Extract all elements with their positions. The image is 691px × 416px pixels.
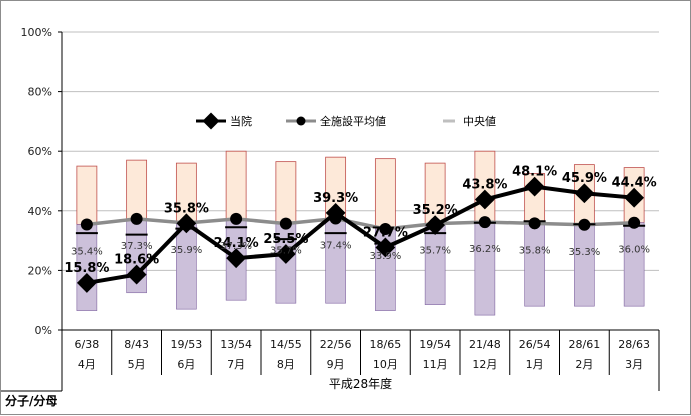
average-data-label: 35.7% (270, 246, 302, 257)
month-label: 4月 (78, 358, 96, 371)
month-label: 2月 (575, 358, 593, 371)
range-bar-lower (623, 222, 645, 307)
fraction-label: 6/38 (75, 338, 100, 351)
hospital-data-label: 44.4% (612, 176, 657, 191)
y-tick-label: 40% (28, 205, 52, 218)
average-point (528, 217, 541, 230)
hospital-data-label: 15.8% (64, 261, 109, 276)
range-bar-lower (325, 218, 346, 304)
month-label: 10月 (373, 358, 398, 371)
range-bar-lower (574, 224, 595, 307)
range-bar-upper (76, 165, 98, 225)
hospital-point (425, 215, 446, 236)
legend-average-label: 全施設平均値 (320, 114, 386, 128)
average-point (230, 212, 243, 225)
average-data-label: 35.7% (419, 246, 451, 257)
hospital-data-label: 45.9% (562, 171, 607, 186)
range-bar-upper (275, 161, 297, 225)
range-bar-lower (424, 223, 446, 305)
hospital-data-label: 35.8% (164, 201, 209, 216)
month-label: 8月 (277, 358, 295, 371)
average-data-label: 35.9% (170, 245, 202, 256)
hospital-data-label: 35.2% (413, 203, 458, 218)
fraction-label: 19/53 (171, 338, 203, 351)
hospital-point (226, 248, 247, 269)
month-label: 1月 (526, 358, 544, 371)
average-data-label: 33.9% (369, 251, 401, 262)
hospital-data-label: 39.3% (313, 191, 358, 206)
fraction-label: 14/55 (270, 338, 302, 351)
y-tick-label: 80% (28, 86, 52, 99)
hospital-data-label: 27.7% (363, 225, 408, 240)
month-label: 3月 (625, 358, 643, 371)
fraction-label: 13/54 (220, 338, 252, 351)
legend-hospital-marker (202, 112, 220, 130)
hospital-data-label: 43.8% (462, 177, 507, 192)
y-tick-label: 20% (28, 264, 52, 277)
month-label: 11月 (423, 358, 448, 371)
fraction-label: 19/54 (419, 338, 451, 351)
average-point (628, 216, 641, 229)
hospital-data-label: 25.5% (263, 232, 308, 247)
fraction-label: 26/54 (519, 338, 551, 351)
legend-median-label: 中央値 (463, 115, 496, 128)
hospital-point (325, 202, 346, 223)
hospital-data-label: 24.1% (214, 236, 259, 251)
legend: 当院 全施設平均値 中央値 (196, 112, 496, 130)
month-label: 12月 (472, 358, 497, 371)
median-markers (75, 220, 646, 245)
y-tick-label: 100% (21, 26, 52, 39)
hospital-point (76, 273, 97, 293)
range-bar-upper (126, 159, 148, 220)
average-data-label: 37.3% (220, 241, 252, 252)
month-label: 9月 (327, 358, 345, 371)
hospital-point (474, 189, 495, 210)
fraction-label: 21/48 (469, 338, 501, 351)
month-label: 7月 (227, 358, 245, 371)
range-bar-lower (176, 222, 197, 310)
data-labels: 15.8% 18.6% 35.8% 24.1% 25.5% 39.3% 27.7% 35.2%… (64, 165, 656, 276)
average-data-label: 35.8% (519, 245, 551, 256)
average-data-label: 36.0% (618, 245, 650, 256)
fraction-label: 8/43 (124, 338, 149, 351)
average-data-label: 35.4% (71, 247, 103, 258)
average-point (279, 217, 292, 230)
fiscal-year-label: 平成28年度 (329, 376, 392, 391)
range-bar-upper (225, 150, 247, 220)
hospital-point (126, 264, 147, 285)
average-data-label: 36.2% (469, 244, 501, 255)
range-bar-lower (474, 221, 496, 316)
hospital-point (275, 244, 296, 264)
hospital-data-label: 48.1% (512, 165, 557, 180)
y-tick-label: 0% (35, 324, 52, 337)
y-tick-label: 60% (28, 145, 52, 158)
fraction-label: 28/63 (618, 338, 650, 351)
average-data-label: 35.3% (568, 247, 600, 258)
gridlines: 0% 20% 40% 60% 80% 100% (21, 26, 659, 337)
average-point (379, 222, 392, 235)
range-bar-upper (374, 158, 396, 230)
hospital-data-label: 18.6% (114, 253, 159, 268)
row-label: 分子/分母 (5, 393, 57, 408)
average-data-label: 37.3% (121, 241, 153, 252)
month-label: 6月 (177, 358, 195, 371)
average-point (130, 212, 143, 225)
hospital-point (375, 237, 396, 258)
category-table: 6/38 4月 8/43 5月 19/53 6月 13/54 7月 14/55 8月 22/56 9月… (1, 330, 660, 408)
average-data-label: 37.4% (320, 241, 352, 252)
range-bar-lower (524, 223, 545, 307)
average-line (86, 216, 635, 231)
legend-average-marker (296, 116, 306, 126)
month-label: 5月 (128, 358, 146, 371)
hospital-series (76, 176, 645, 293)
fraction-label: 18/65 (370, 338, 402, 351)
average-point (80, 218, 93, 231)
fraction-label: 28/61 (569, 338, 601, 351)
range-bars (76, 150, 645, 316)
fraction-label: 22/56 (320, 338, 352, 351)
legend-hospital-label: 当院 (230, 114, 252, 128)
